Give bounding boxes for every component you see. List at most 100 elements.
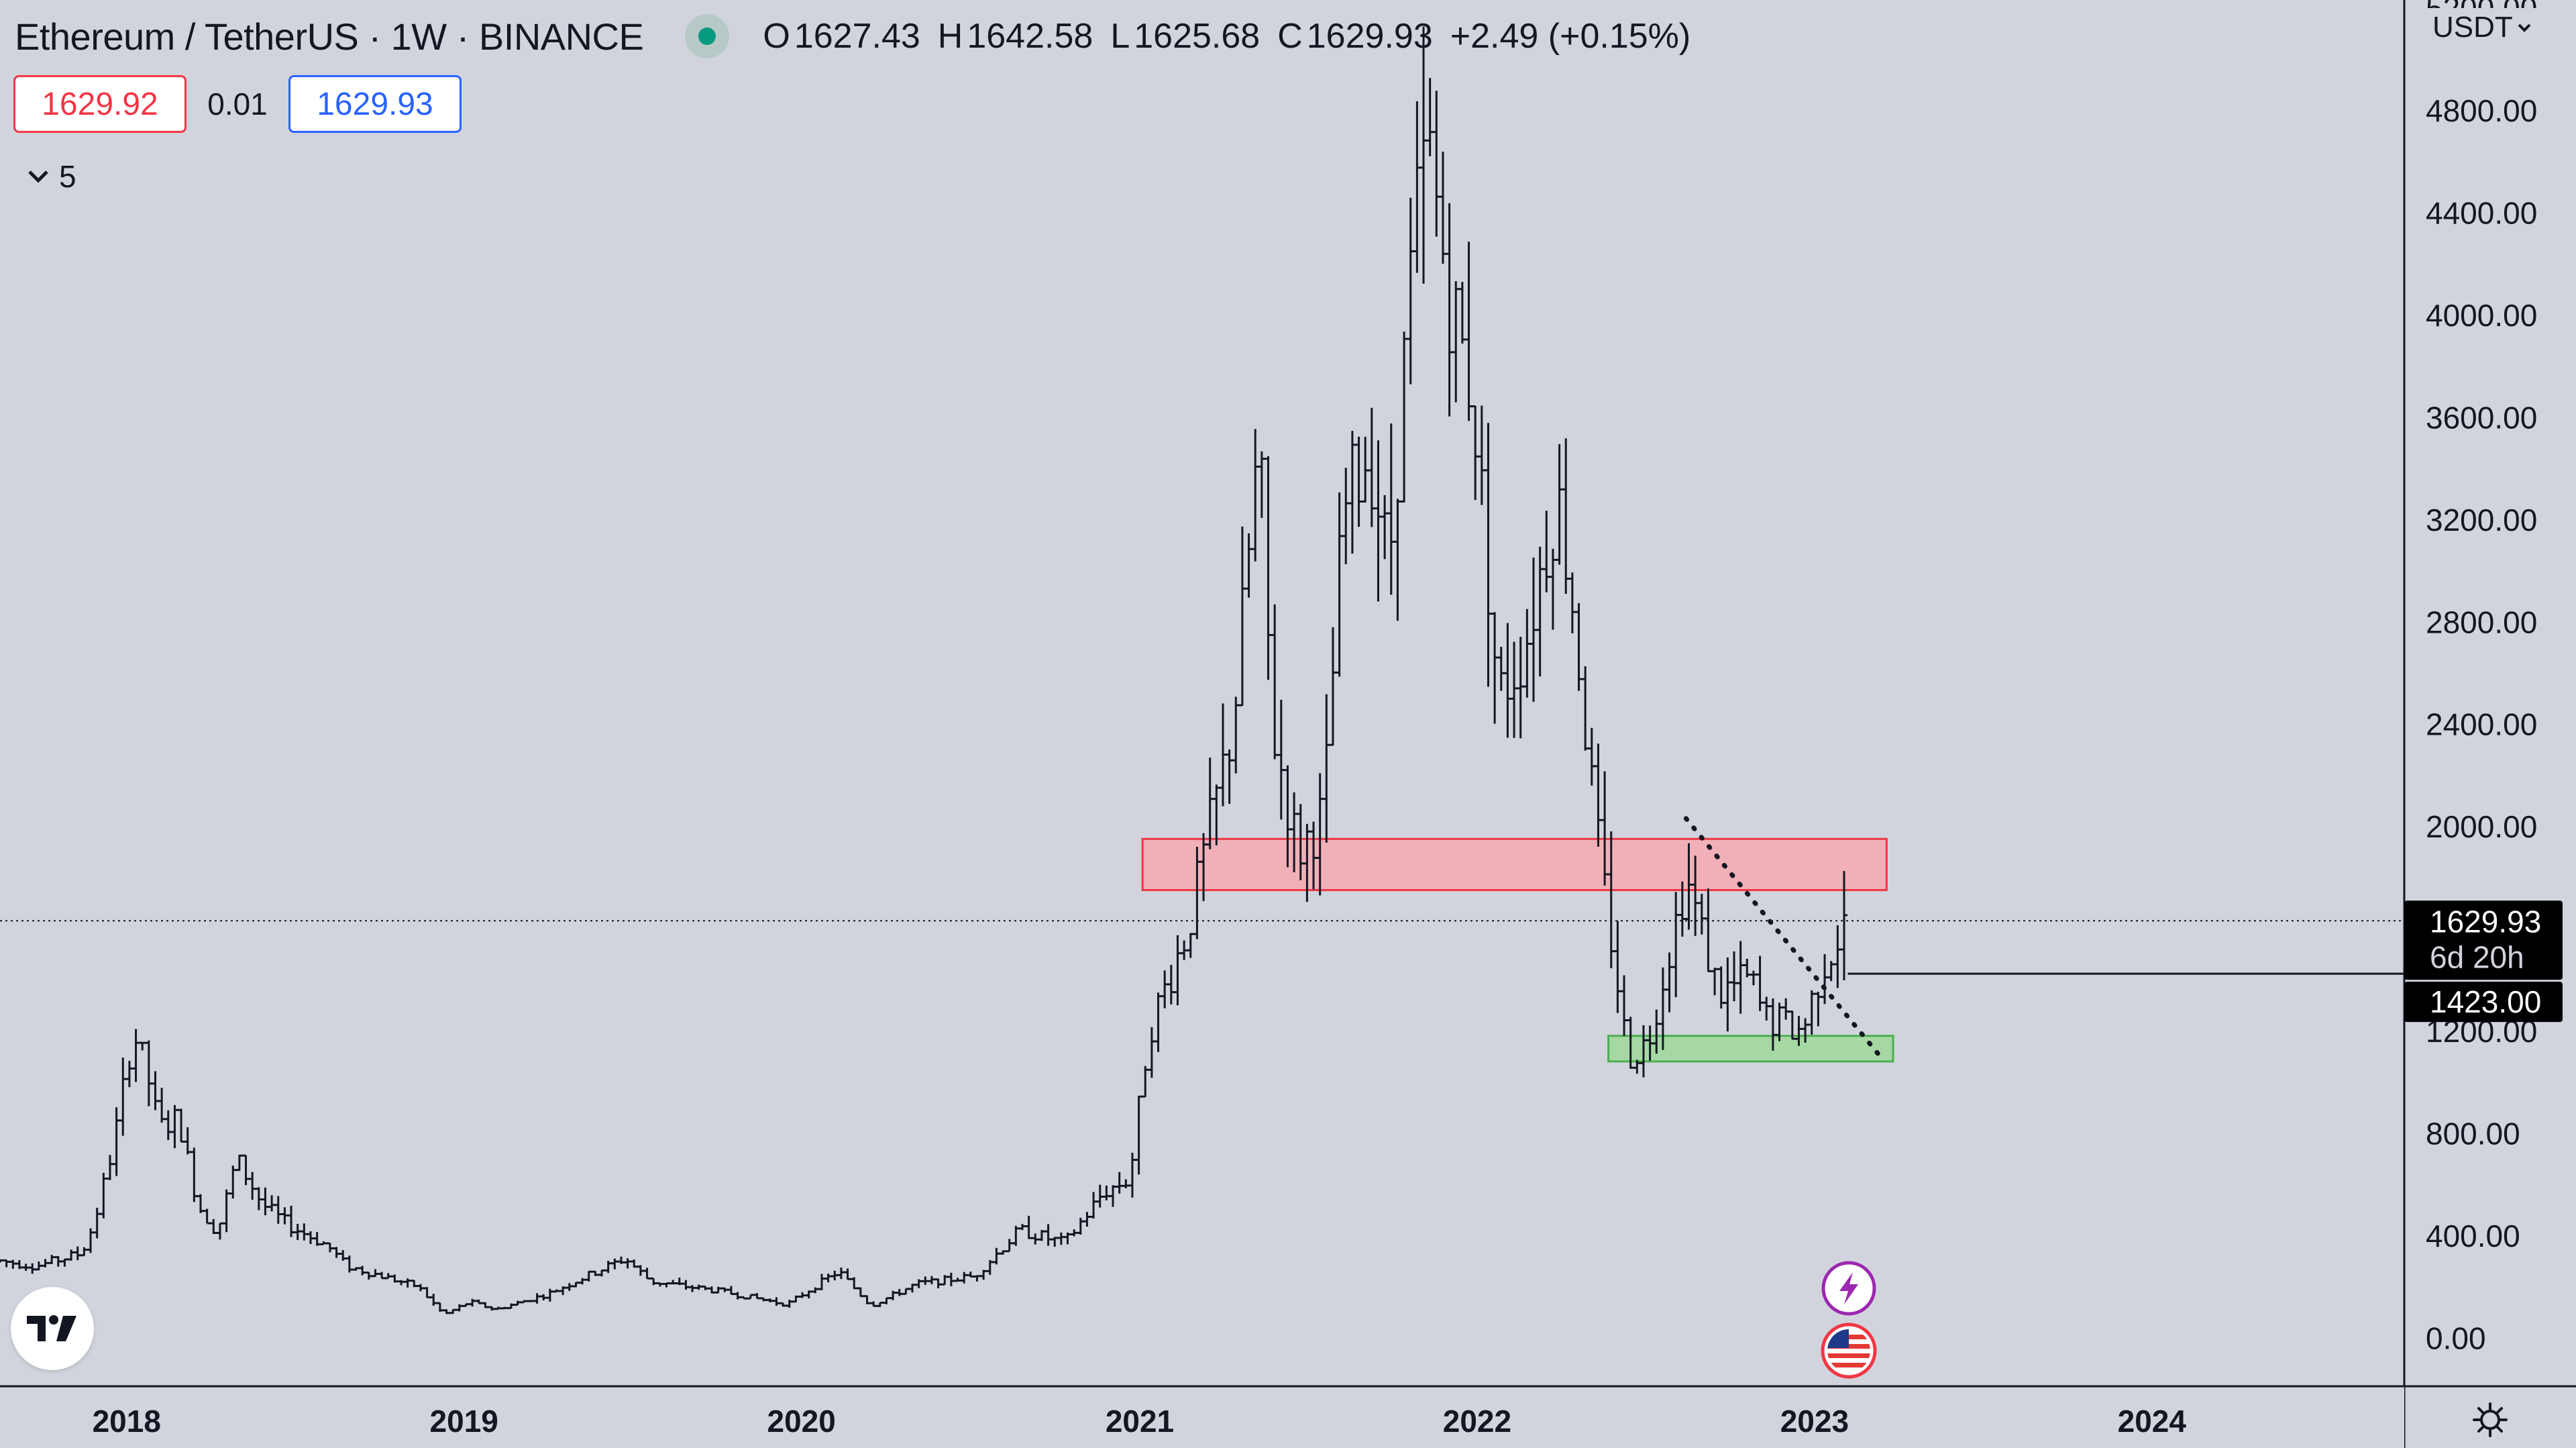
ohlc-bar <box>741 1296 748 1300</box>
ohlc-open: O 1627.43 <box>763 17 920 56</box>
ohlc-bar <box>191 1147 198 1202</box>
ohlc-bar <box>1142 1066 1149 1098</box>
ohlc-bar <box>934 1278 942 1288</box>
ohlc-bar <box>178 1108 185 1143</box>
us-flag-icon[interactable] <box>1821 1323 1877 1379</box>
ohlc-bar <box>617 1256 625 1264</box>
ohlc-bar <box>411 1280 418 1288</box>
ohlc-bar <box>876 1302 883 1307</box>
ohlc-bar <box>631 1259 638 1268</box>
ohlc-bar <box>1782 998 1790 1020</box>
ohlc-bar <box>747 1294 754 1300</box>
time-tick-label: 2022 <box>1443 1404 1511 1439</box>
ohlc-bar <box>844 1268 851 1280</box>
ohlc-bar <box>1523 609 1531 698</box>
ohlc-bar <box>501 1306 508 1310</box>
ohlc-bar <box>1769 998 1776 1051</box>
resistance-zone <box>1141 837 1888 892</box>
ohlc-bar <box>139 1041 146 1051</box>
ohlc-bar <box>1252 429 1259 562</box>
ohlc-bar <box>1808 990 1815 1035</box>
indicators-toggle[interactable]: 5 <box>27 158 76 195</box>
ohlc-bar <box>1122 1179 1130 1188</box>
ohlc-bar <box>1627 1017 1634 1069</box>
ohlc-bar <box>197 1194 205 1213</box>
ohlc-bar <box>3 1259 10 1268</box>
ohlc-bar <box>1381 495 1389 560</box>
lightning-icon[interactable] <box>1821 1261 1876 1316</box>
ohlc-bar <box>242 1154 250 1186</box>
ohlc-close: C 1629.93 <box>1277 17 1433 56</box>
ohlc-bar <box>805 1290 812 1299</box>
ohlc-bar <box>352 1267 360 1271</box>
ohlc-bar <box>824 1274 832 1282</box>
ohlc-bar <box>1413 101 1421 273</box>
ohlc-bar <box>210 1219 217 1235</box>
buy-button[interactable]: 1629.93 <box>288 75 462 133</box>
chart-header: Ethereum / TetherUS · 1W · BINANCE O 1627… <box>15 9 1690 63</box>
ohlc-bar <box>656 1282 663 1287</box>
ohlc-bar <box>1362 436 1369 503</box>
ohlc-bar <box>61 1258 68 1267</box>
ohlc-bar <box>947 1272 955 1286</box>
ohlc-bar <box>436 1302 443 1312</box>
gear-icon[interactable] <box>2471 1401 2509 1439</box>
ohlc-bar <box>80 1247 88 1257</box>
ohlc-bar <box>106 1155 113 1180</box>
time-tick-label: 2024 <box>2118 1404 2187 1439</box>
ohlc-bar <box>837 1268 845 1280</box>
ohlc-bar <box>702 1285 709 1290</box>
ohlc-bar <box>1401 331 1408 503</box>
ohlc-bar <box>48 1255 56 1264</box>
ohlc-bar <box>1511 641 1518 738</box>
ohlc-bar <box>780 1302 787 1307</box>
ohlc-bar <box>482 1302 489 1308</box>
ohlc-bar <box>430 1294 437 1306</box>
ohlc-bar <box>611 1258 619 1270</box>
time-axis-panel[interactable] <box>0 1386 2404 1448</box>
ohlc-bar <box>1433 91 1440 237</box>
ohlc-bar <box>760 1297 767 1302</box>
time-tick-label: 2018 <box>93 1404 161 1439</box>
price-tick-label: 800.00 <box>2426 1117 2520 1151</box>
ohlc-bar <box>1420 26 1428 284</box>
ohlc-bar <box>883 1297 890 1304</box>
ohlc-bar <box>1685 843 1693 930</box>
ohlc-bar <box>1724 957 1731 1032</box>
sell-button[interactable]: 1629.92 <box>13 75 186 133</box>
ohlc-bar <box>1504 623 1511 738</box>
price-axis-panel[interactable] <box>2404 0 2576 1386</box>
time-tick-label: 2023 <box>1780 1404 1849 1439</box>
ohlc-bar <box>1426 78 1434 156</box>
ohlc-bar <box>721 1287 729 1292</box>
marker-price-label: 1423.00 <box>2430 984 2541 1019</box>
ohlc-bar <box>546 1288 553 1302</box>
price-bars <box>0 26 1847 1314</box>
ohlc-bar <box>54 1256 62 1267</box>
ohlc-bar <box>22 1263 30 1272</box>
ohlc-bar <box>507 1303 515 1309</box>
ohlc-bar <box>68 1249 75 1261</box>
currency-selector[interactable]: USDT <box>2427 8 2537 47</box>
market-status-icon[interactable] <box>685 14 730 58</box>
ohlc-bar <box>695 1284 702 1290</box>
indicators-count: 5 <box>59 159 76 194</box>
ohlc-bar <box>1756 955 1764 1011</box>
ohlc-bar <box>1258 451 1265 518</box>
ohlc-bar <box>42 1259 49 1268</box>
ohlc-bar <box>203 1208 211 1225</box>
ohlc-bar <box>1103 1185 1110 1200</box>
ohlc-bar <box>1556 444 1563 565</box>
bar-countdown-label: 6d 20h <box>2430 939 2524 974</box>
ohlc-bar <box>1529 557 1537 702</box>
ohlc-bar <box>1633 1059 1641 1074</box>
ohlc-bar <box>132 1029 140 1082</box>
ohlc-bar <box>812 1287 819 1294</box>
ohlc-bar <box>1329 627 1336 746</box>
ohlc-bar <box>119 1057 127 1136</box>
tradingview-logo[interactable] <box>11 1287 94 1370</box>
ohlc-bar <box>1012 1225 1020 1246</box>
ohlc-bar <box>1827 961 1835 982</box>
symbol-title[interactable]: Ethereum / TetherUS · 1W · BINANCE <box>15 15 644 58</box>
